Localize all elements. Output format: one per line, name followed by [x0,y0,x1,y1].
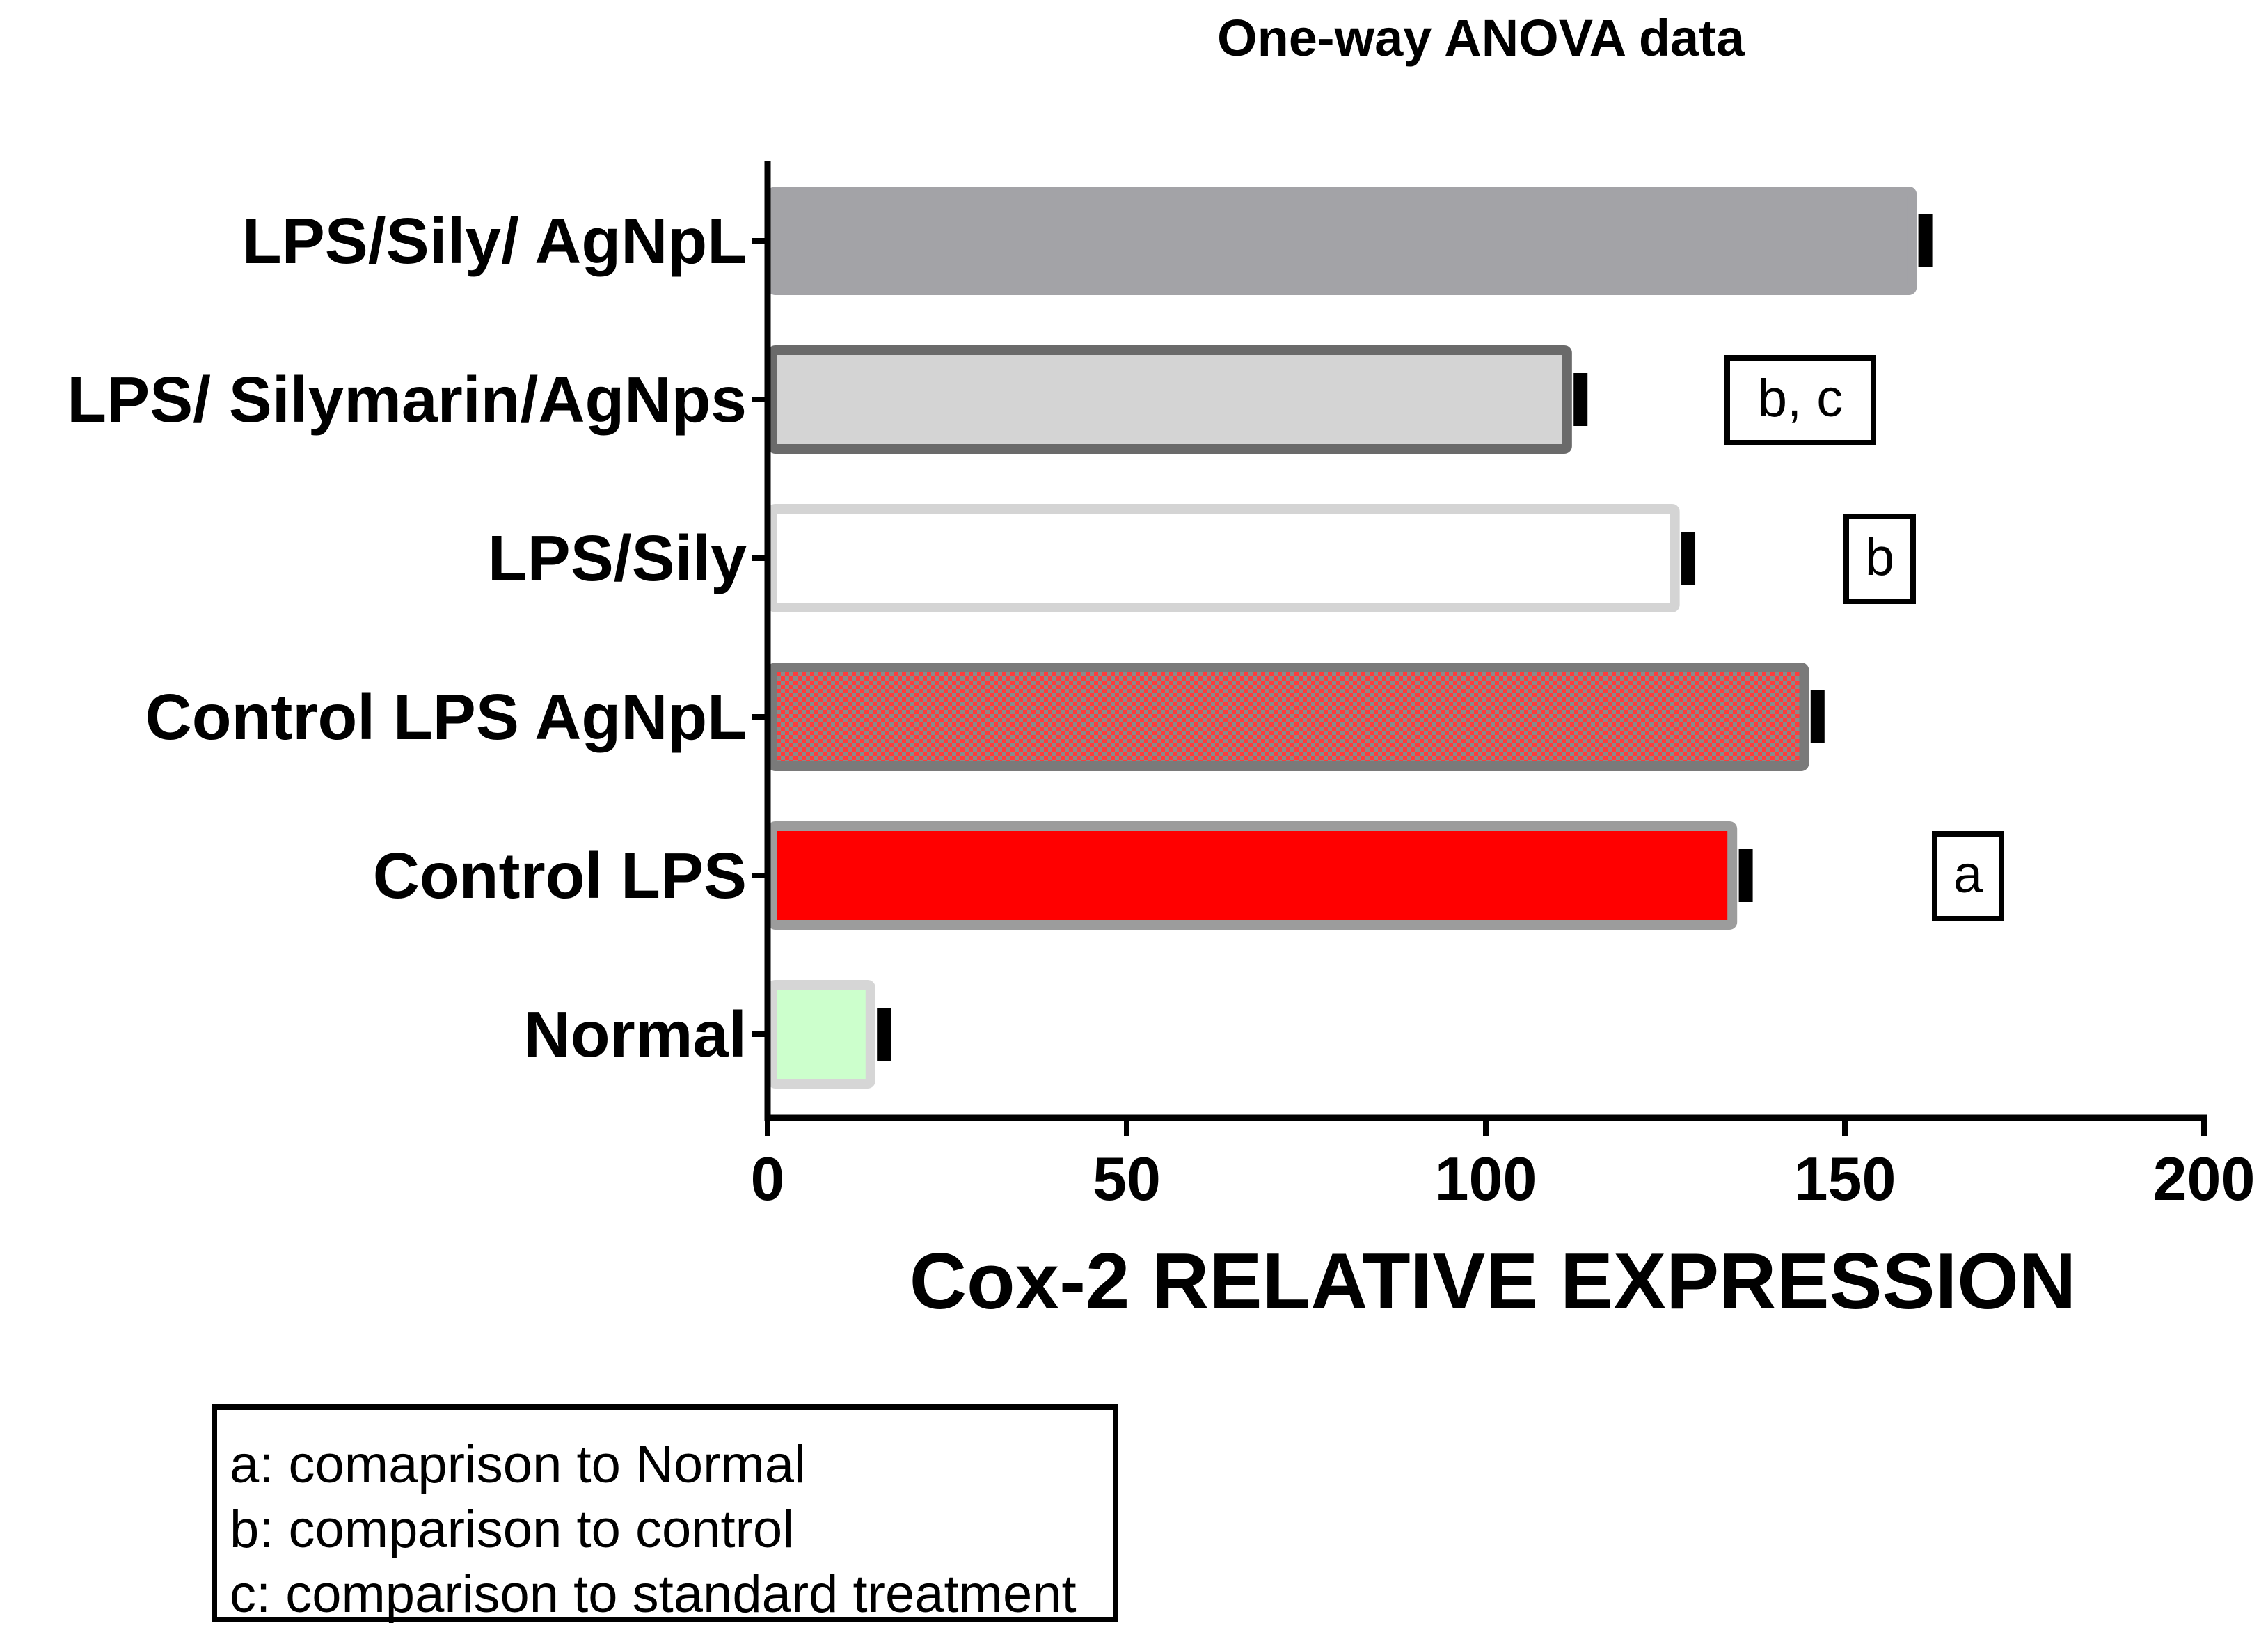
significance-label-1: b, c [1758,369,1843,428]
y-tick-label-5: Normal [524,998,747,1070]
x-tick-label-1: 50 [1093,1144,1161,1213]
y-tick-label-2: LPS/Sily [488,522,747,594]
y-tick-label-4: Control LPS [373,839,747,912]
y-tick-label-3: Control LPS AgNpL [145,681,747,753]
bar-0 [768,187,1917,295]
x-tick-label-4: 200 [2153,1144,2255,1213]
legend-line-c: c: comparison to standard treatment [230,1565,1077,1624]
significance-label-4: a [1953,845,1983,904]
significance-box-1 [1724,355,1876,445]
significance-box-2 [1843,514,1916,604]
legend-line-b: b: comparison to control [230,1500,795,1559]
bar-5 [768,980,875,1089]
significance-box-4 [1932,831,2004,921]
bar-1 [768,345,1572,454]
y-tick-label-0: LPS/Sily/ AgNpL [242,205,747,277]
significance-legend: a: comaprison to Normal b: comparison to… [212,1404,1118,1624]
legend-line-a: a: comaprison to Normal [230,1435,806,1494]
bar-2 [768,504,1680,612]
x-tick-label-3: 150 [1794,1144,1896,1213]
bar-4 [768,821,1738,930]
bar-3 [768,663,1809,771]
chart-title: One-way ANOVA data [1217,9,1745,67]
x-tick-label-0: 0 [751,1144,785,1213]
y-tick-label-1: LPS/ Silymarin/AgNps [67,363,747,436]
significance-label-2: b [1865,528,1894,587]
x-tick-label-2: 100 [1435,1144,1537,1213]
x-axis-label: Cox-2 RELATIVE EXPRESSION [910,1237,2077,1326]
